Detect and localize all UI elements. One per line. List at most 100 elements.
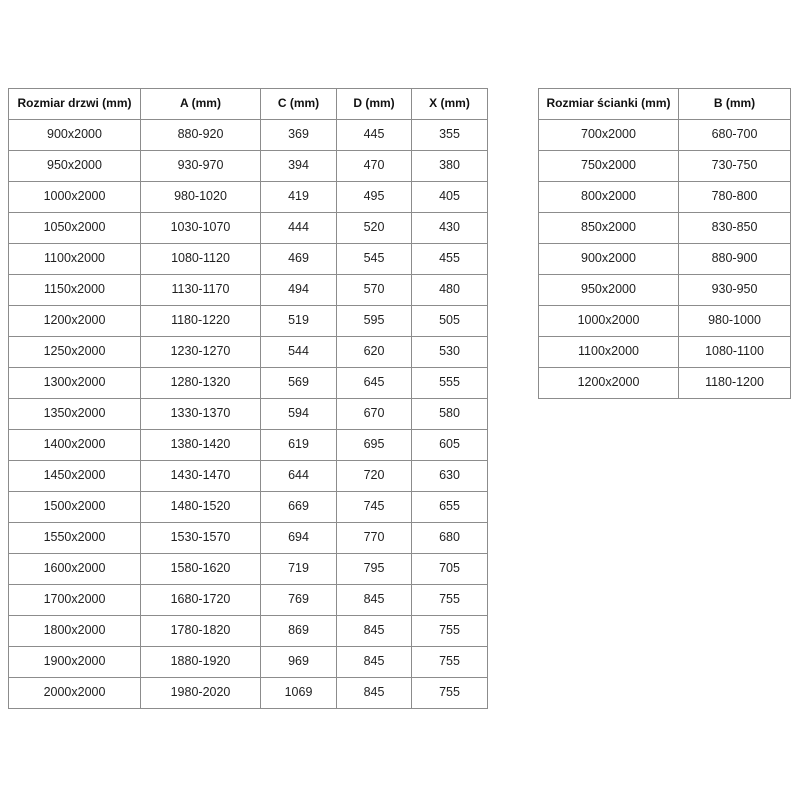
cell-door-size: 1550x2000 — [8, 522, 141, 554]
cell-a: 1680-1720 — [140, 584, 261, 616]
door-size-table-body: 900x2000 880-920 369 445 355 950x2000 93… — [8, 119, 488, 709]
cell-d: 620 — [336, 336, 412, 368]
cell-x: 530 — [411, 336, 488, 368]
cell-x: 755 — [411, 646, 488, 678]
cell-d: 720 — [336, 460, 412, 492]
cell-x: 380 — [411, 150, 488, 182]
cell-door-size: 1300x2000 — [8, 367, 141, 399]
cell-a: 1480-1520 — [140, 491, 261, 523]
cell-d: 570 — [336, 274, 412, 306]
cell-wall-size: 1000x2000 — [538, 305, 679, 337]
cell-b: 680-700 — [678, 119, 791, 151]
cell-x: 430 — [411, 212, 488, 244]
cell-wall-size: 950x2000 — [538, 274, 679, 306]
cell-a: 1180-1220 — [140, 305, 261, 337]
column-header-door-size: Rozmiar drzwi (mm) — [8, 88, 141, 120]
cell-wall-size: 1200x2000 — [538, 367, 679, 399]
column-header-wall-size: Rozmiar ścianki (mm) — [538, 88, 679, 120]
table-row: 900x2000 880-920 369 445 355 — [8, 119, 488, 151]
table-row: 900x2000 880-900 — [538, 243, 791, 275]
cell-d: 845 — [336, 646, 412, 678]
cell-door-size: 1350x2000 — [8, 398, 141, 430]
cell-c: 369 — [260, 119, 337, 151]
cell-a: 1880-1920 — [140, 646, 261, 678]
cell-x: 355 — [411, 119, 488, 151]
column-header-a: A (mm) — [140, 88, 261, 120]
table-row: 1550x2000 1530-1570 694 770 680 — [8, 522, 488, 554]
table-row: 1200x2000 1180-1200 — [538, 367, 791, 399]
cell-door-size: 1450x2000 — [8, 460, 141, 492]
cell-d: 745 — [336, 491, 412, 523]
cell-door-size: 1700x2000 — [8, 584, 141, 616]
cell-wall-size: 1100x2000 — [538, 336, 679, 368]
cell-a: 1580-1620 — [140, 553, 261, 585]
cell-d: 520 — [336, 212, 412, 244]
cell-wall-size: 800x2000 — [538, 181, 679, 213]
cell-c: 419 — [260, 181, 337, 213]
cell-a: 1030-1070 — [140, 212, 261, 244]
table-row: 1100x2000 1080-1120 469 545 455 — [8, 243, 488, 275]
column-header-c: C (mm) — [260, 88, 337, 120]
cell-x: 755 — [411, 677, 488, 709]
cell-b: 880-900 — [678, 243, 791, 275]
table-row: 1000x2000 980-1020 419 495 405 — [8, 181, 488, 213]
cell-c: 544 — [260, 336, 337, 368]
cell-door-size: 900x2000 — [8, 119, 141, 151]
cell-door-size: 1400x2000 — [8, 429, 141, 461]
cell-d: 695 — [336, 429, 412, 461]
cell-d: 845 — [336, 677, 412, 709]
cell-d: 495 — [336, 181, 412, 213]
table-row: 750x2000 730-750 — [538, 150, 791, 182]
cell-door-size: 1250x2000 — [8, 336, 141, 368]
table-header-row: Rozmiar drzwi (mm) A (mm) C (mm) D (mm) … — [8, 88, 488, 120]
cell-a: 980-1020 — [140, 181, 261, 213]
cell-c: 669 — [260, 491, 337, 523]
cell-x: 680 — [411, 522, 488, 554]
table-row: 1400x2000 1380-1420 619 695 605 — [8, 429, 488, 461]
cell-x: 655 — [411, 491, 488, 523]
cell-b: 930-950 — [678, 274, 791, 306]
cell-wall-size: 700x2000 — [538, 119, 679, 151]
column-header-d: D (mm) — [336, 88, 412, 120]
table-row: 1000x2000 980-1000 — [538, 305, 791, 337]
cell-d: 545 — [336, 243, 412, 275]
cell-door-size: 1200x2000 — [8, 305, 141, 337]
cell-x: 630 — [411, 460, 488, 492]
cell-door-size: 1900x2000 — [8, 646, 141, 678]
cell-x: 480 — [411, 274, 488, 306]
cell-b: 1080-1100 — [678, 336, 791, 368]
table-row: 1900x2000 1880-1920 969 845 755 — [8, 646, 488, 678]
table-row: 1500x2000 1480-1520 669 745 655 — [8, 491, 488, 523]
cell-d: 445 — [336, 119, 412, 151]
cell-c: 644 — [260, 460, 337, 492]
cell-a: 1330-1370 — [140, 398, 261, 430]
cell-d: 845 — [336, 584, 412, 616]
cell-c: 619 — [260, 429, 337, 461]
table-row: 1150x2000 1130-1170 494 570 480 — [8, 274, 488, 306]
cell-c: 519 — [260, 305, 337, 337]
table-row: 950x2000 930-970 394 470 380 — [8, 150, 488, 182]
column-header-b: B (mm) — [678, 88, 791, 120]
cell-door-size: 1050x2000 — [8, 212, 141, 244]
cell-b: 980-1000 — [678, 305, 791, 337]
cell-wall-size: 750x2000 — [538, 150, 679, 182]
cell-a: 1430-1470 — [140, 460, 261, 492]
cell-d: 470 — [336, 150, 412, 182]
cell-d: 670 — [336, 398, 412, 430]
table-header-row: Rozmiar ścianki (mm) B (mm) — [538, 88, 791, 120]
cell-wall-size: 850x2000 — [538, 212, 679, 244]
cell-door-size: 2000x2000 — [8, 677, 141, 709]
cell-wall-size: 900x2000 — [538, 243, 679, 275]
wall-panel-size-table: Rozmiar ścianki (mm) B (mm) 700x2000 680… — [538, 88, 791, 399]
cell-a: 1380-1420 — [140, 429, 261, 461]
table-row: 800x2000 780-800 — [538, 181, 791, 213]
cell-c: 494 — [260, 274, 337, 306]
cell-c: 1069 — [260, 677, 337, 709]
cell-a: 930-970 — [140, 150, 261, 182]
table-row: 1200x2000 1180-1220 519 595 505 — [8, 305, 488, 337]
cell-c: 969 — [260, 646, 337, 678]
cell-x: 505 — [411, 305, 488, 337]
cell-c: 394 — [260, 150, 337, 182]
cell-x: 405 — [411, 181, 488, 213]
cell-a: 1280-1320 — [140, 367, 261, 399]
